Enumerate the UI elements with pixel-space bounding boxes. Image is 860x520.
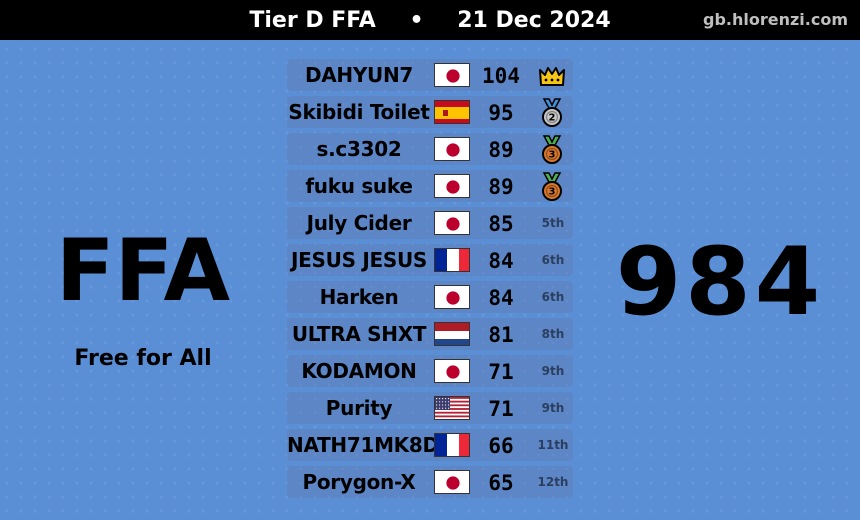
japan-flag: [434, 174, 470, 198]
player-name: July Cider: [306, 211, 412, 235]
japan-flag: [434, 63, 470, 87]
top-bar: Tier D FFA • 21 Dec 2024 gb.hlorenzi.com: [0, 0, 860, 40]
site-link[interactable]: gb.hlorenzi.com: [702, 10, 848, 29]
player-name: DAHYUN7: [304, 63, 414, 87]
player-score: 104: [482, 64, 520, 88]
player-placement: 11th: [537, 438, 569, 452]
leaderboard-row: Harken 84 6th: [287, 281, 573, 313]
mode-subtitle: Free for All: [74, 346, 212, 371]
mode-title: FFA: [55, 221, 231, 321]
player-name: Porygon-X: [302, 470, 416, 494]
player-name: fuku suke: [305, 174, 413, 198]
bronze-medal-icon: 3: [537, 172, 567, 202]
leaderboard-row: Skibidi Toilet 95 2: [287, 96, 573, 128]
player-name: KODAMON: [301, 359, 417, 383]
player-score: 65: [488, 471, 514, 495]
france-flag: [434, 248, 470, 272]
player-name: Purity: [325, 396, 393, 420]
player-name: Harken: [319, 285, 399, 309]
player-placement: 12th: [537, 475, 569, 489]
player-score: 66: [488, 434, 514, 458]
leaderboard-row: s.c3302 89 3: [287, 133, 573, 165]
player-placement: 5th: [541, 216, 565, 230]
player-name: NATH71MK8DX: [287, 433, 454, 457]
player-score: 71: [488, 360, 514, 384]
netherlands-flag: [434, 322, 470, 346]
player-score: 84: [488, 286, 514, 310]
usa-flag: [434, 396, 470, 420]
leaderboard-row: DAHYUN7 104: [287, 59, 573, 91]
player-score: 81: [488, 323, 514, 347]
leaderboard-row: fuku suke 89 3: [287, 170, 573, 202]
tier-label: Tier D FFA: [249, 8, 376, 33]
leaderboard-row: Porygon-X 65 12th: [287, 466, 573, 498]
player-name: s.c3302: [316, 137, 402, 161]
spain-flag: [434, 100, 470, 124]
leaderboard-row: ULTRA SHXT 81 8th: [287, 318, 573, 350]
japan-flag: [434, 137, 470, 161]
leaderboard: DAHYUN7 104 Skibidi Toilet 95 2 s.c3302 89 3 fuk…: [287, 59, 573, 503]
silver-medal-icon: 2: [537, 98, 567, 128]
japan-flag: [434, 359, 470, 383]
total-score: 984: [615, 228, 825, 337]
player-placement: 9th: [541, 401, 565, 415]
svg-text:2: 2: [549, 113, 556, 124]
event-title: Tier D FFA • 21 Dec 2024: [0, 0, 860, 40]
france-flag: [434, 433, 470, 457]
japan-flag: [434, 470, 470, 494]
player-score: 89: [488, 138, 514, 162]
player-name: Skibidi Toilet: [288, 100, 430, 124]
japan-flag: [434, 211, 470, 235]
player-score: 71: [488, 397, 514, 421]
player-score: 85: [488, 212, 514, 236]
leaderboard-row: KODAMON 71 9th: [287, 355, 573, 387]
leaderboard-row: NATH71MK8DX 66 11th: [287, 429, 573, 461]
player-placement: 8th: [541, 327, 565, 341]
title-separator: •: [409, 8, 424, 33]
player-name: JESUS JESUS: [291, 248, 427, 272]
player-placement: 6th: [541, 290, 565, 304]
player-name: ULTRA SHXT: [291, 322, 427, 346]
event-date: 21 Dec 2024: [457, 8, 611, 33]
bronze-medal-icon: 3: [537, 135, 567, 165]
crown-icon: [537, 61, 567, 91]
leaderboard-row: July Cider 85 5th: [287, 207, 573, 239]
player-score: 84: [488, 249, 514, 273]
player-score: 95: [488, 101, 514, 125]
player-score: 89: [488, 175, 514, 199]
leaderboard-row: Purity 71 9th: [287, 392, 573, 424]
japan-flag: [434, 285, 470, 309]
svg-text:3: 3: [549, 150, 556, 161]
player-placement: 6th: [541, 253, 565, 267]
player-placement: 9th: [541, 364, 565, 378]
svg-text:3: 3: [549, 187, 556, 198]
leaderboard-row: JESUS JESUS 84 6th: [287, 244, 573, 276]
